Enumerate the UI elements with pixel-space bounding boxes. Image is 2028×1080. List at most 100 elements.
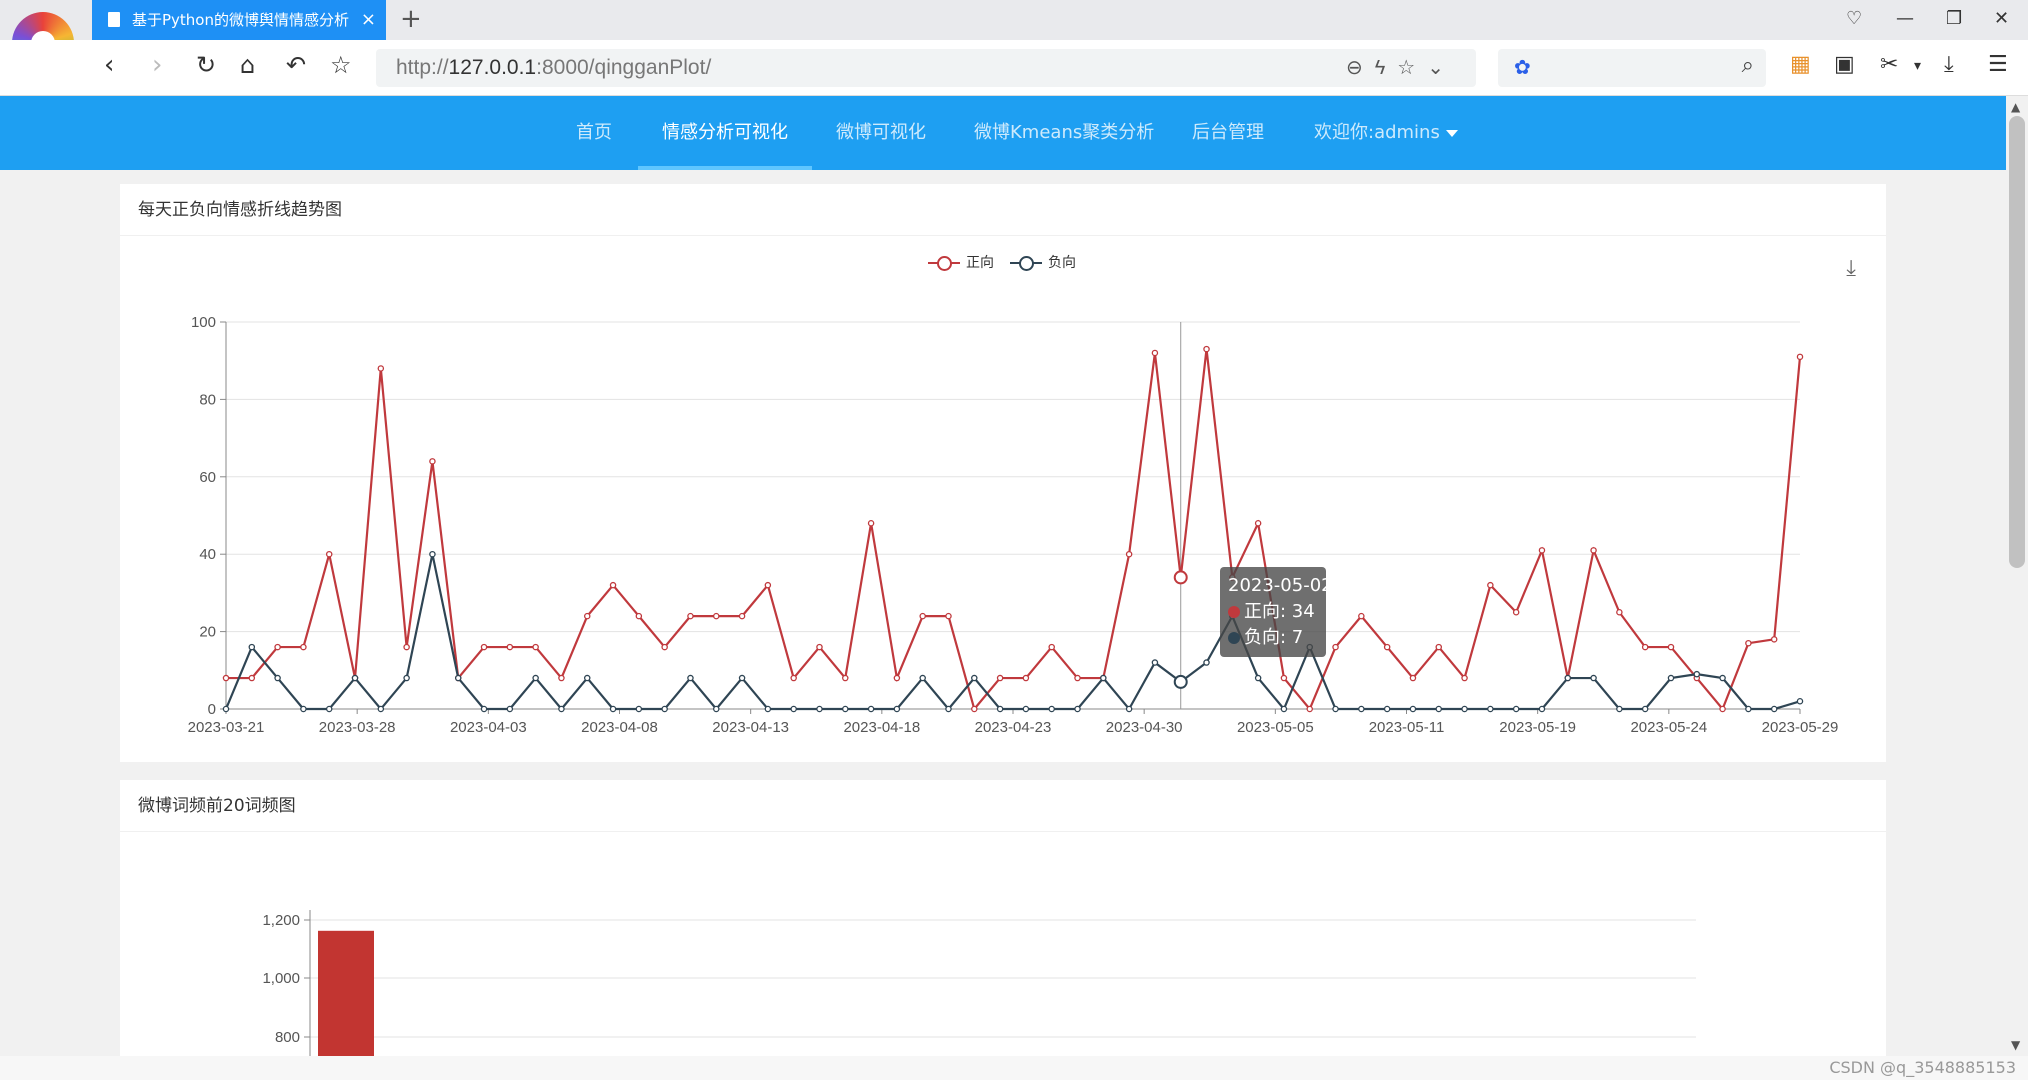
nav-user-menu[interactable]: 欢迎你:admins (1314, 96, 1458, 170)
data-point (1564, 674, 1572, 682)
data-point (1074, 705, 1081, 713)
bar (318, 930, 374, 1080)
data-point (1616, 608, 1623, 616)
data-point (1745, 639, 1752, 647)
address-bar[interactable]: http://127.0.0.1:8000/qingganPlot/ ⊖ϟ☆⌄ (376, 49, 1476, 87)
save-image-icon[interactable]: ⤓ (1846, 256, 1856, 281)
bookmark-star-icon[interactable]: ☆ (330, 51, 352, 79)
legend-label: 正向 (966, 255, 994, 271)
data-point (867, 519, 875, 527)
nav-kmeans-analysis[interactable]: 微博Kmeans聚类分析 (974, 122, 1155, 143)
skin-icon[interactable]: ♡ (1846, 8, 1863, 29)
download-icon[interactable]: ⤓ (1944, 52, 1954, 77)
data-point (1461, 674, 1468, 682)
menu-icon[interactable]: ☰ (1988, 52, 2008, 77)
favorite-icon[interactable]: ☆ (1397, 57, 1428, 79)
forward-icon[interactable]: › (152, 50, 163, 80)
data-point (971, 674, 978, 682)
restore-icon[interactable]: ❐ (1946, 8, 1963, 29)
browser-tab[interactable]: 基于Python的微博舆情情感分析 × (92, 0, 386, 40)
page-scrollbar[interactable]: ▲ ▼ (2006, 96, 2028, 1056)
scroll-down-icon[interactable]: ▼ (2011, 1038, 2021, 1052)
data-point (945, 612, 952, 620)
data-point (661, 705, 668, 713)
new-tab-icon[interactable]: + (400, 4, 422, 34)
zoom-icon[interactable]: ⊖ (1345, 57, 1375, 79)
data-point (919, 612, 926, 620)
flash-icon[interactable]: ϟ (1374, 57, 1398, 79)
data-point (1770, 636, 1778, 643)
data-point (325, 550, 333, 558)
minimize-icon[interactable]: — (1896, 8, 1914, 29)
address-host: 127.0.0.1 (448, 56, 537, 79)
legend-symbol-icon (1010, 256, 1042, 271)
data-point (1280, 674, 1288, 682)
bar-chart: 800 1,000 1,200 (262, 910, 1696, 1080)
scroll-up-icon[interactable]: ▲ (2011, 100, 2021, 114)
x-tick-label: 2023-05-05 (1237, 719, 1314, 736)
data-point (454, 674, 462, 682)
legend-item-negative[interactable]: 负向 (1010, 252, 1076, 272)
nav-sentiment-visualization[interactable]: 情感分析可视化 (638, 96, 812, 170)
browser-tab-bar: 基于Python的微博舆情情感分析 × + ♡ — ❐ ✕ (0, 0, 2028, 40)
data-point (429, 550, 436, 558)
y-tick-label: 1,200 (262, 912, 300, 929)
data-point (919, 674, 926, 682)
close-window-icon[interactable]: ✕ (1994, 8, 2010, 29)
data-point (635, 612, 643, 620)
data-point (1022, 674, 1030, 682)
data-point (1590, 547, 1597, 554)
scrollbar-thumb[interactable] (2009, 116, 2025, 568)
back-icon[interactable]: ‹ (104, 50, 115, 80)
data-point (764, 581, 772, 589)
reader-icon[interactable]: ▣ (1834, 52, 1855, 77)
y-tick-label: 20 (199, 624, 216, 641)
data-point (1358, 705, 1365, 713)
watermark: CSDN @q_3548885153 (1829, 1058, 2016, 1077)
scissors-dropdown-icon[interactable]: ▾ (1914, 58, 1922, 74)
refresh-icon[interactable]: ↻ (196, 51, 217, 79)
apps-grid-icon[interactable]: ▦ (1790, 52, 1811, 77)
data-point (558, 705, 565, 713)
browser-toolbar: ‹ › ↻ ⌂ ↶ ☆ http://127.0.0.1:8000/qingga… (0, 40, 2028, 96)
sentiment-trend-card: 每天正负向情感折线趋势图 正向 负向 ⤓ 0 20 40 60 80 100 2023-03… (120, 184, 1886, 762)
data-point (1770, 705, 1778, 713)
x-tick-label: 2023-04-23 (975, 719, 1052, 736)
data-point (893, 674, 901, 682)
chart-tooltip: 2023-05-02 正向: 34 负向: 7 (1220, 567, 1333, 657)
data-point (1796, 353, 1804, 361)
data-point (1383, 643, 1391, 651)
data-point (480, 643, 488, 651)
undo-icon[interactable]: ↶ (286, 51, 307, 79)
data-point (867, 705, 875, 713)
scissors-icon[interactable]: ✂ (1880, 52, 1899, 77)
address-actions[interactable]: ⊖ϟ☆⌄ (1346, 49, 1456, 87)
data-point (713, 705, 720, 713)
legend-item-positive[interactable]: 正向 (928, 252, 994, 272)
line-chart: 0 20 40 60 80 100 2023-03-21 2023-03-28 2023-04-… (188, 314, 1839, 736)
data-point (842, 674, 849, 682)
nav-admin[interactable]: 后台管理 (1192, 122, 1264, 143)
search-box[interactable]: ✿ ⌕ (1498, 49, 1766, 87)
word-frequency-card: 微博词频前20词频图 800 1,000 1,200 (120, 780, 1886, 1080)
address-protocol: http:// (396, 56, 449, 79)
close-tab-icon[interactable]: × (360, 9, 376, 30)
search-icon[interactable]: ⌕ (1741, 53, 1754, 78)
data-point (1280, 705, 1288, 713)
home-icon[interactable]: ⌂ (240, 51, 256, 79)
card-title: 微博词频前20词频图 (120, 780, 1886, 832)
nav-home[interactable]: 首页 (576, 122, 612, 143)
series-line-positive (226, 348, 1802, 712)
data-point (1667, 674, 1675, 682)
data-point (274, 643, 281, 651)
data-point (403, 643, 410, 651)
data-point (300, 705, 307, 713)
data-point (1100, 674, 1107, 682)
data-point (1487, 705, 1494, 713)
data-point (738, 612, 746, 620)
data-point (222, 674, 230, 682)
dropdown-icon[interactable]: ⌄ (1427, 57, 1456, 79)
data-point (558, 674, 565, 682)
nav-weibo-visualization[interactable]: 微博可视化 (836, 122, 926, 143)
card-title: 每天正负向情感折线趋势图 (120, 184, 1886, 236)
